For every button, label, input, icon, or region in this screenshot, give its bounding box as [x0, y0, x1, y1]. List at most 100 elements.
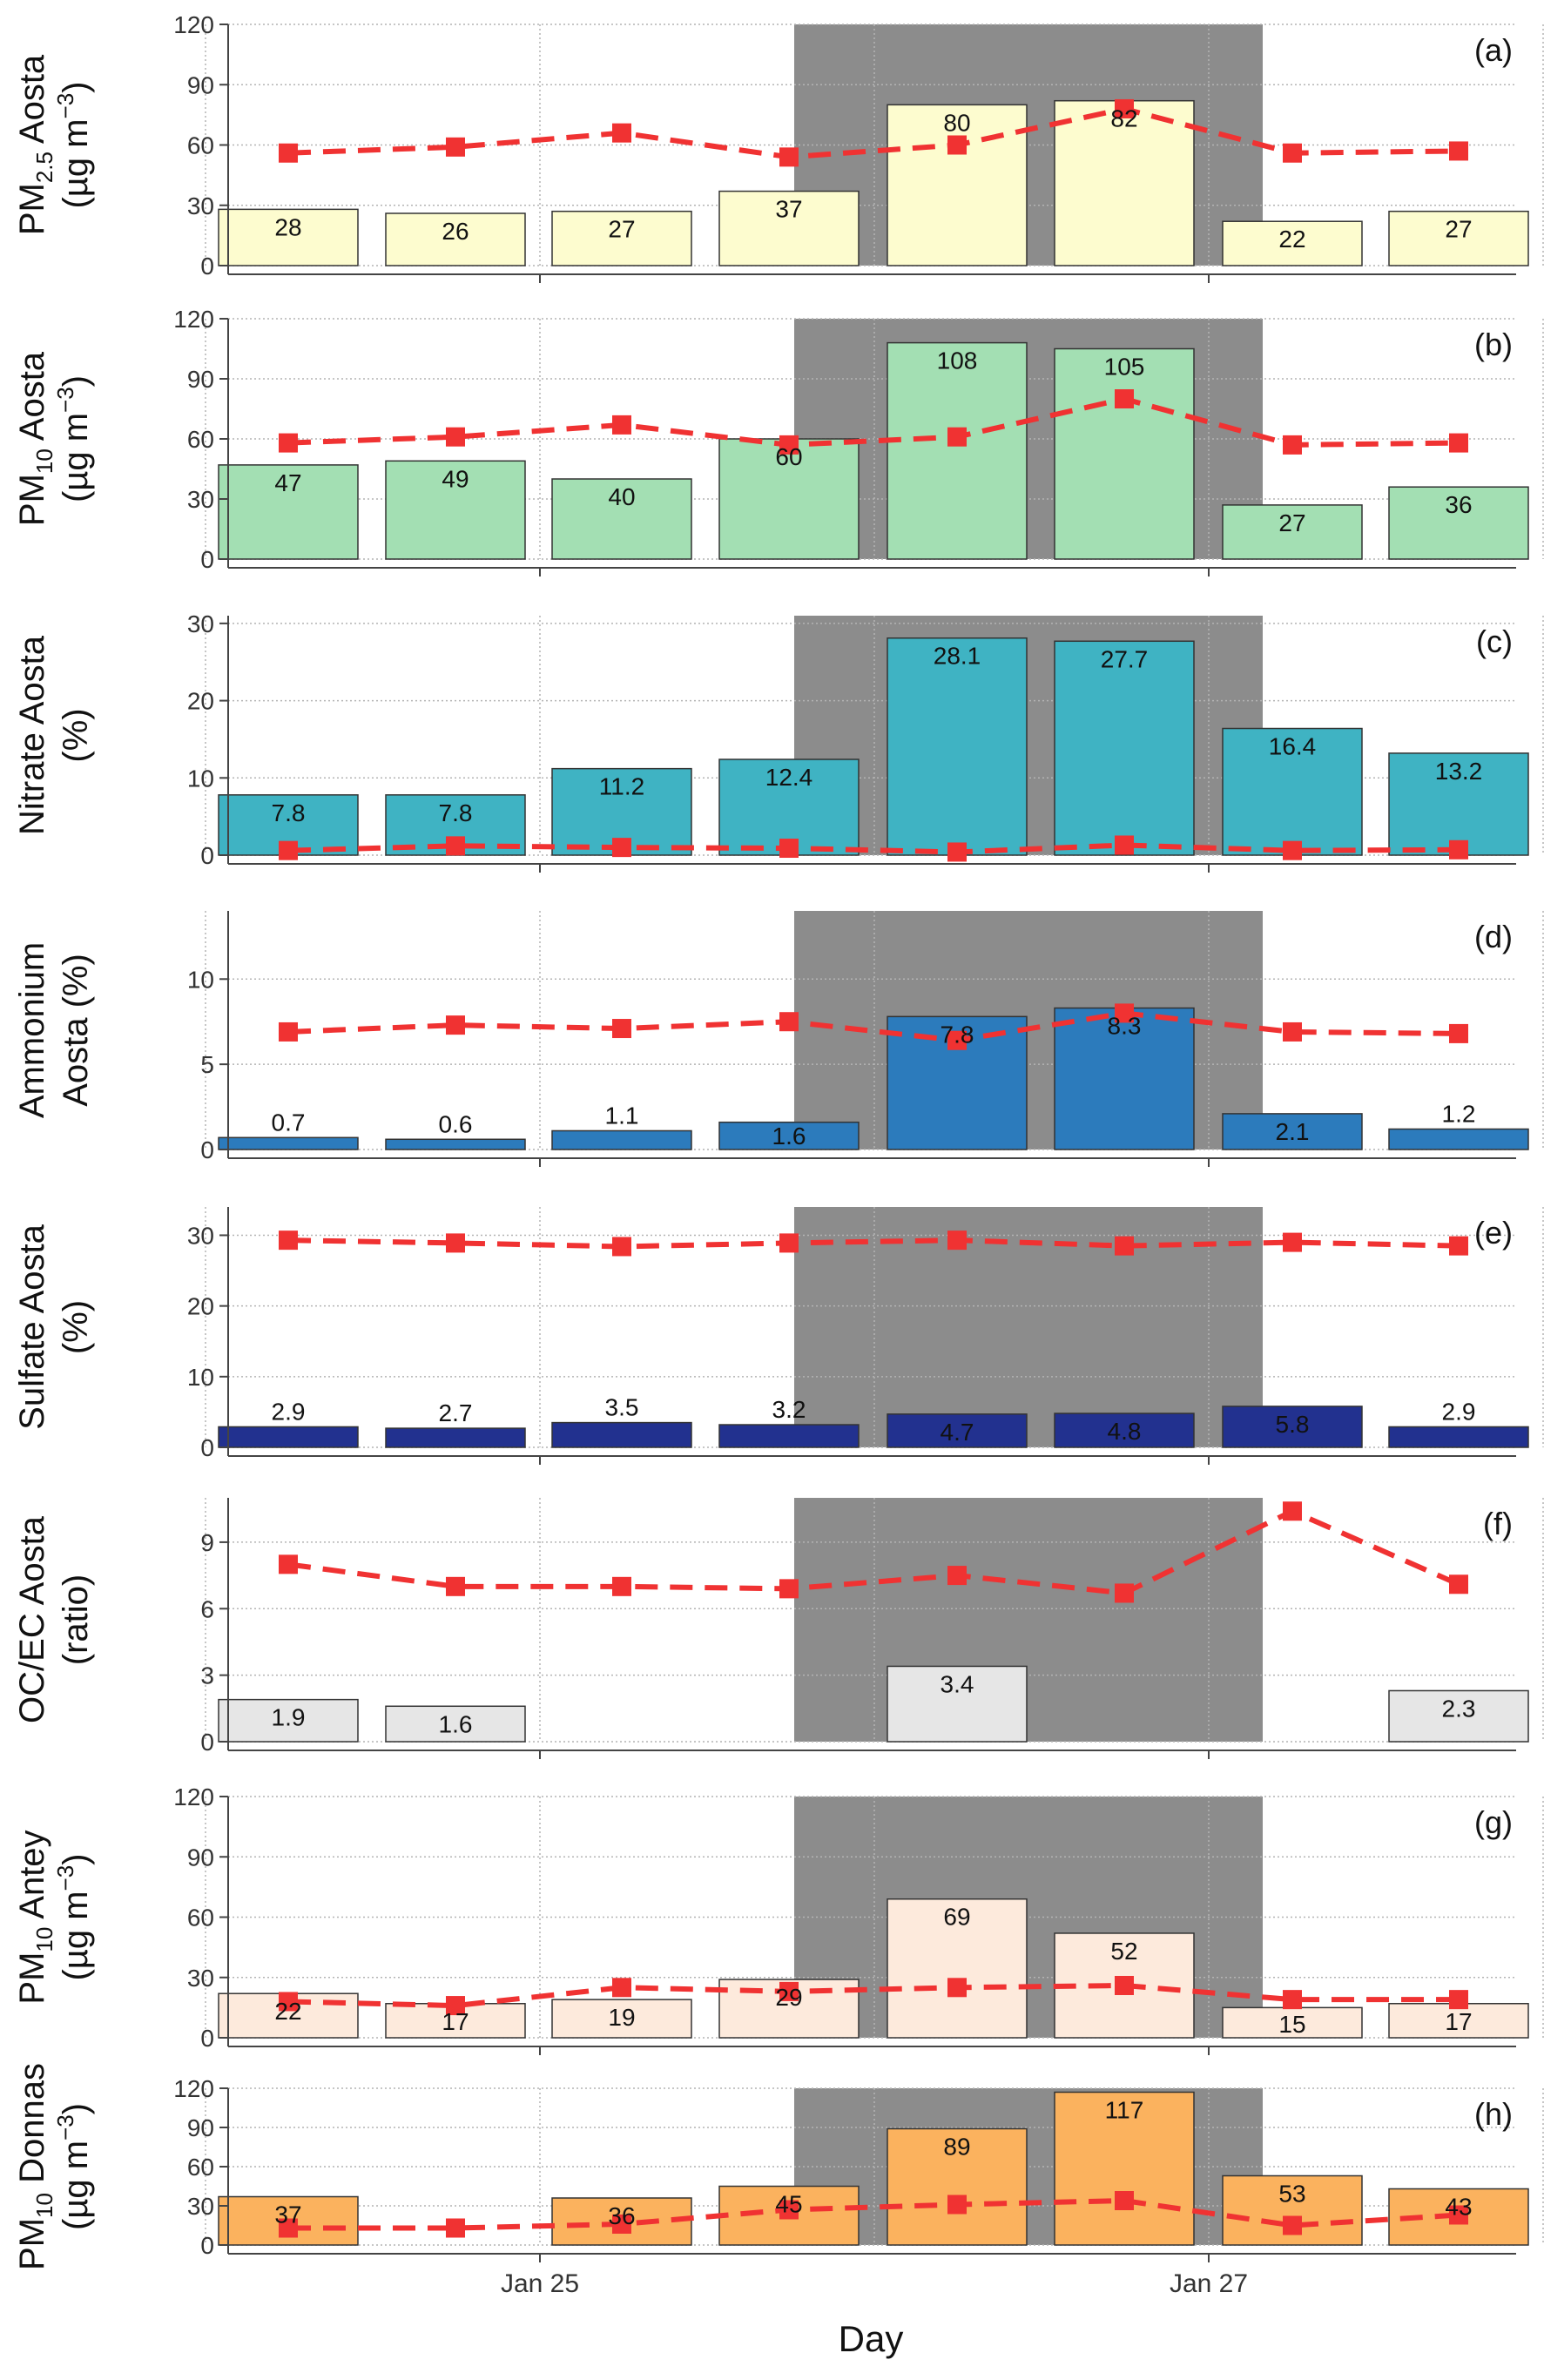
data-label: 40: [608, 483, 635, 510]
y-axis-label-part: (µg m: [57, 2141, 95, 2230]
y-axis-label-part: Sulfate Aosta: [13, 1224, 51, 1429]
y-axis-label-part: −3: [52, 2114, 78, 2141]
data-label: 3.2: [772, 1396, 806, 1423]
series-marker: [1449, 433, 1468, 453]
data-label: 2.9: [272, 1398, 306, 1425]
data-label: 36: [1445, 491, 1472, 518]
y-tick-label: 0: [200, 1136, 214, 1163]
series-marker: [1449, 1574, 1468, 1595]
series-marker: [446, 2218, 465, 2238]
y-tick-label: 30: [187, 1965, 214, 1992]
y-tick-label: 10: [187, 765, 214, 792]
y-axis-label: (ratio): [57, 1574, 95, 1665]
data-label: 0.7: [272, 1109, 306, 1136]
data-label: 45: [775, 2191, 802, 2218]
series-marker: [1115, 1003, 1134, 1023]
series-line: [287, 105, 1460, 160]
bar: [1222, 1113, 1363, 1150]
y-axis-label: Sulfate Aosta: [13, 1224, 51, 1429]
panel-c: 7.8 7.8 11.2 12.4 28.1 27.7 16.4 13.2 0 10 20 30 (c)…: [13, 610, 1544, 873]
y-tick-label: 10: [187, 966, 214, 993]
series-marker: [1283, 1501, 1302, 1521]
y-axis-label-part: Aosta (%): [57, 954, 95, 1107]
series-line: [287, 1982, 1459, 2009]
bar: [1388, 2003, 1529, 2039]
panel-label: (g): [1474, 1804, 1513, 1840]
bar: [1054, 640, 1195, 856]
y-axis-label: (µg m−3): [52, 2103, 95, 2230]
data-label: 19: [608, 2004, 635, 2031]
data-label: 3.5: [605, 1394, 639, 1421]
bar: [385, 1705, 526, 1743]
series-marker: [612, 1978, 631, 1998]
bar: [1222, 1406, 1363, 1448]
y-tick-label: 3: [200, 1662, 214, 1689]
y-axis-label-part: Donnas: [13, 2063, 51, 2193]
data-label: 17: [442, 2008, 469, 2035]
y-axis-label-part: 2.5: [31, 152, 57, 183]
series-marker: [1115, 98, 1134, 118]
panel-h: 37 36 45 89 117 53 43 0 30 60 90 120 (h) PM10 Donnas(…: [13, 2063, 1544, 2270]
y-tick-label: 90: [187, 2114, 214, 2141]
panel-a: 28 26 27 37 80 82 22 27 0 30 60 90 120 (a) PM2.5 Aosta…: [13, 11, 1544, 283]
series-marker: [612, 838, 631, 858]
series-marker: [612, 415, 631, 435]
bar: [1054, 1007, 1195, 1150]
series-marker: [947, 1978, 967, 1998]
series-marker: [1283, 840, 1302, 860]
data-label: 22: [274, 1998, 301, 2025]
data-label: 13.2: [1435, 758, 1483, 785]
y-axis-label: Ammonium: [13, 942, 51, 1118]
panel-label: (h): [1474, 2096, 1513, 2132]
y-axis-label-part: PM: [13, 183, 51, 235]
bar: [718, 438, 860, 560]
y-axis-label-part: ): [57, 2103, 95, 2114]
data-label: 2.1: [1276, 1118, 1310, 1145]
data-label: 53: [1278, 2181, 1305, 2208]
bar: [385, 1427, 526, 1448]
data-label: 36: [608, 2202, 635, 2229]
series-marker: [1283, 1232, 1302, 1252]
series-marker: [1115, 1975, 1134, 1995]
series-marker: [1115, 2191, 1134, 2210]
data-label: 37: [274, 2201, 301, 2228]
data-label: 89: [943, 2134, 970, 2161]
panel-label: (c): [1476, 624, 1513, 659]
y-axis-label-part: Aosta: [13, 54, 51, 152]
y-tick-label: 30: [187, 610, 214, 637]
series-marker: [1449, 1236, 1468, 1256]
bar: [218, 1426, 359, 1448]
bar: [551, 1421, 692, 1448]
data-label: 16.4: [1269, 733, 1317, 760]
panel-g: 22 17 19 29 69 52 15 17 0 30 60 90 120 (g) PM10 Antey(…: [13, 1783, 1544, 2055]
data-label: 27: [1445, 216, 1472, 243]
y-axis-label-part: PM: [13, 1952, 51, 2005]
x-axis-title: Day: [839, 2318, 904, 2359]
series-marker: [947, 135, 967, 155]
data-label: 26: [442, 218, 469, 245]
y-tick-label: 10: [187, 1364, 214, 1391]
y-axis-label: Nitrate Aosta: [13, 635, 51, 835]
series-marker: [279, 143, 298, 163]
bar: [1388, 1426, 1529, 1448]
data-label: 2.3: [1442, 1695, 1476, 1722]
y-tick-label: 0: [200, 546, 214, 573]
data-label: 7.8: [272, 799, 306, 826]
series-marker: [279, 2218, 298, 2238]
y-tick-label: 20: [187, 1293, 214, 1320]
series-marker: [779, 839, 799, 859]
bar: [385, 460, 526, 560]
series-marker: [446, 1996, 465, 2016]
panel-label: (a): [1474, 32, 1513, 68]
series-marker: [1449, 1990, 1468, 2010]
bar: [1222, 727, 1363, 856]
series-marker: [779, 1233, 799, 1253]
bar: [1388, 486, 1529, 560]
bar: [887, 637, 1028, 856]
y-axis-label-part: OC/EC Aosta: [13, 1515, 51, 1723]
data-label: 1.6: [439, 1710, 473, 1737]
data-label: 22: [1278, 226, 1305, 253]
data-label: 4.7: [941, 1419, 974, 1446]
data-label: 43: [1445, 2194, 1472, 2221]
